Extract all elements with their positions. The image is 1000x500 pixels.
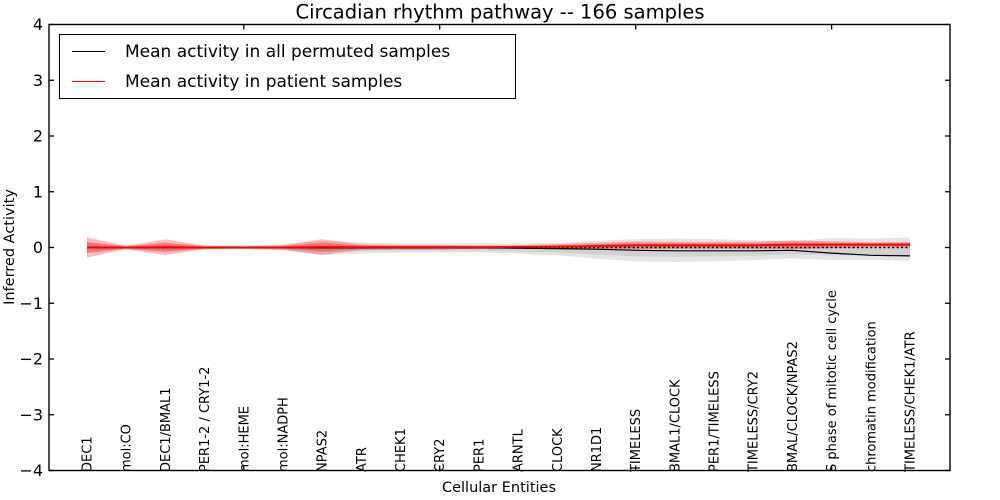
category-label: CLOCK xyxy=(551,428,566,472)
y-tick-label: −2 xyxy=(19,350,43,369)
category-label: BMAL1/CLOCK xyxy=(668,379,683,472)
category-label: CRY2 xyxy=(433,439,448,473)
legend-entry-permuted: Mean activity in all permuted samples xyxy=(60,41,515,63)
chart-title: Circadian rhythm pathway -- 166 samples xyxy=(295,0,705,24)
patient-line-swatch xyxy=(72,81,105,82)
legend: Mean activity in all permuted samples Me… xyxy=(59,34,516,99)
y-axis-label: Inferred Activity xyxy=(2,189,18,305)
category-label: NR1D1 xyxy=(590,427,605,472)
y-tick-label: 1 xyxy=(33,182,43,201)
permuted-line-swatch xyxy=(72,51,105,52)
category-label: PER1-2 / CRY1-2 xyxy=(198,367,213,472)
category-label: BMAL/CLOCK/NPAS2 xyxy=(786,341,801,472)
y-tick-label: 4 xyxy=(33,15,43,34)
category-label: PER1/TIMELESS xyxy=(708,371,723,472)
category-label: NPAS2 xyxy=(316,430,331,472)
legend-entry-patient: Mean activity in patient samples xyxy=(60,71,515,93)
y-tick-label: 0 xyxy=(33,238,43,257)
y-tick-label: 3 xyxy=(33,71,43,90)
y-tick-label: −3 xyxy=(19,405,43,424)
y-tick-label: −4 xyxy=(19,461,43,480)
category-label: mol:HEME xyxy=(237,406,252,472)
category-label: mol:CO xyxy=(120,424,135,472)
category-label: ATR xyxy=(355,447,370,472)
legend-label-patient: Mean activity in patient samples xyxy=(125,71,403,92)
category-label: S phase of mitotic cell cycle xyxy=(825,290,840,472)
category-label: CHEK1 xyxy=(394,428,409,472)
x-axis-label: Cellular Entities xyxy=(441,480,557,496)
category-label: TIMELESS/CRY2 xyxy=(747,371,762,473)
category-label: TIMELESS xyxy=(629,409,644,473)
category-label: DEC1 xyxy=(81,436,96,472)
category-label: ARNTL xyxy=(512,428,527,472)
y-tick-label: −1 xyxy=(19,294,43,313)
category-label: TIMELESS/CHEK1/ATR xyxy=(904,331,919,473)
y-tick-label: 2 xyxy=(33,127,43,146)
legend-label-permuted: Mean activity in all permuted samples xyxy=(125,41,451,62)
category-label: PER1 xyxy=(472,439,487,472)
category-label: chromatin modification xyxy=(864,321,879,472)
category-label: DEC1/BMAL1 xyxy=(159,388,174,473)
permuted-samples-range-band xyxy=(87,237,910,262)
category-label: mol:NADPH xyxy=(276,397,291,472)
patient-mean-line xyxy=(87,243,910,249)
